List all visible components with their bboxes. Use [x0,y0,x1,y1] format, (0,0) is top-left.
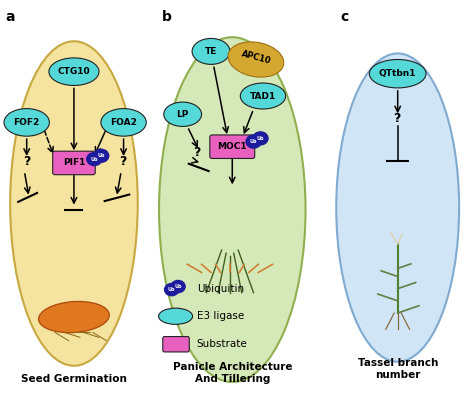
Circle shape [87,153,102,166]
Text: Ubiquitin: Ubiquitin [197,284,244,294]
Text: a: a [5,10,15,24]
Text: Ub: Ub [98,153,105,158]
Text: Tassel branch
number: Tassel branch number [357,358,438,380]
Text: Ub: Ub [174,284,182,289]
Text: ?: ? [193,147,201,160]
FancyBboxPatch shape [210,135,255,158]
Ellipse shape [38,302,109,333]
Text: FOF2: FOF2 [14,118,40,127]
Ellipse shape [10,41,138,366]
Text: ?: ? [393,112,401,125]
Text: PIF1: PIF1 [63,158,85,167]
Text: b: b [161,10,171,24]
Text: APC10: APC10 [240,49,272,66]
FancyBboxPatch shape [163,337,189,352]
Ellipse shape [240,83,286,109]
Circle shape [93,149,109,162]
Text: Panicle Architecture
And Tillering: Panicle Architecture And Tillering [173,362,292,384]
Circle shape [171,280,185,293]
Ellipse shape [192,38,230,64]
Text: Ub: Ub [257,136,264,141]
FancyBboxPatch shape [53,151,95,175]
Text: E3 ligase: E3 ligase [197,311,244,321]
Ellipse shape [158,308,192,324]
Text: TE: TE [205,47,217,56]
Circle shape [246,135,261,148]
Circle shape [253,132,268,145]
Text: LP: LP [176,110,189,119]
Ellipse shape [228,42,284,77]
Text: c: c [340,10,348,24]
Text: Substrate: Substrate [197,339,247,349]
Ellipse shape [101,109,146,136]
Text: Ub: Ub [91,157,98,162]
Ellipse shape [4,109,49,136]
Text: TAD1: TAD1 [250,92,276,101]
Ellipse shape [164,102,201,127]
Text: Ub: Ub [250,139,257,144]
Circle shape [164,284,179,295]
Text: Ub: Ub [168,287,175,292]
Text: ?: ? [23,155,30,168]
Ellipse shape [336,53,459,362]
Text: FOA2: FOA2 [110,118,137,127]
Ellipse shape [49,58,99,85]
Text: ?: ? [119,155,126,168]
Ellipse shape [159,37,306,382]
Text: CTG10: CTG10 [58,67,90,76]
Text: QTtbn1: QTtbn1 [379,69,417,78]
Text: Seed Germination: Seed Germination [21,374,127,384]
Text: MOC1: MOC1 [218,142,247,151]
Ellipse shape [369,59,426,88]
